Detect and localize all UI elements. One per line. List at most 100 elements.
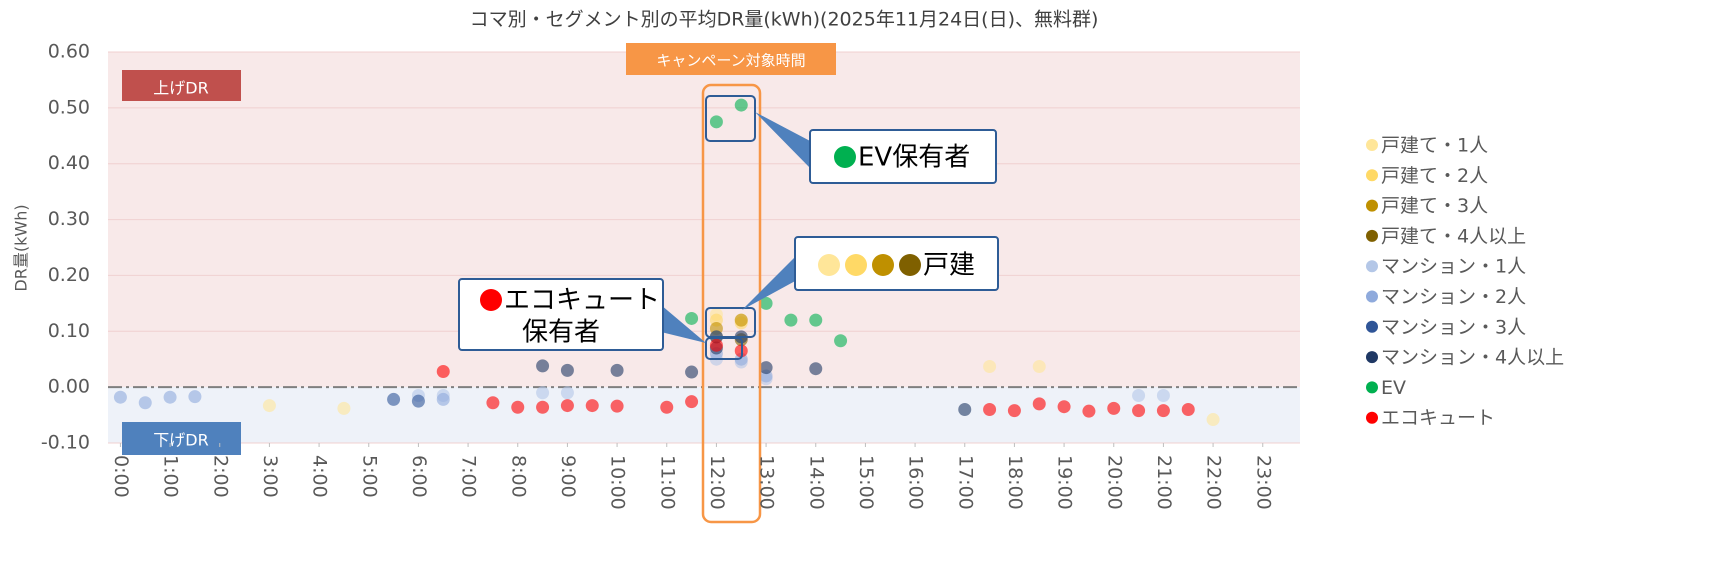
highlight-box: [705, 95, 756, 142]
point: [983, 359, 997, 373]
down-dr-box: [122, 422, 241, 455]
legend: 戸建て・1人戸建て・2人戸建て・3人戸建て・4人以上マンション・1人マンション・…: [1366, 135, 1564, 429]
x-tick-label: 17:00: [954, 455, 976, 510]
callout-box: [458, 278, 664, 351]
point: [387, 392, 401, 406]
up-dr-box: [122, 70, 241, 101]
callout-dot: [834, 146, 856, 168]
callout-detached: 戸建: [923, 251, 975, 281]
point: [685, 395, 699, 409]
legend-label: マンション・1人: [1381, 256, 1526, 278]
point: [560, 399, 574, 413]
point: [337, 401, 351, 415]
callout-pointer: [661, 305, 706, 343]
callout-pointer: [742, 255, 797, 310]
x-tick-label: 3:00: [259, 455, 281, 498]
x-tick-label: 4:00: [309, 455, 331, 498]
legend-marker: [1366, 290, 1378, 303]
point: [759, 296, 773, 310]
point: [486, 396, 500, 410]
highlight-box: [705, 337, 743, 360]
down-dr-label: 下げDR: [153, 431, 208, 450]
legend-marker: [1366, 260, 1378, 273]
x-tick-label: 8:00: [507, 455, 529, 498]
x-tick-label: 19:00: [1054, 455, 1076, 510]
point: [734, 98, 748, 112]
x-tick-label: 6:00: [408, 455, 430, 498]
legend-marker: [1366, 169, 1378, 182]
x-tick-label: 11:00: [656, 455, 678, 510]
legend-label: 戸建て・1人: [1381, 135, 1488, 157]
point: [709, 338, 723, 352]
x-tick-label: 9:00: [557, 455, 579, 498]
point: [188, 390, 202, 404]
x-tick-label: 20:00: [1103, 455, 1125, 510]
x-tick-label: 7:00: [458, 455, 480, 498]
y-tick-label: 0.20: [48, 264, 90, 286]
up-dr-label: 上げDR: [153, 79, 208, 98]
legend-marker: [1366, 411, 1378, 424]
point: [685, 365, 699, 379]
point: [536, 386, 550, 400]
point: [958, 402, 972, 416]
point: [1181, 402, 1195, 416]
point: [138, 396, 152, 410]
point: [1057, 400, 1071, 414]
y-tick-label: 0.10: [48, 320, 90, 342]
point: [585, 399, 599, 413]
x-tick-label: 2:00: [209, 455, 231, 498]
legend-marker: [1366, 351, 1378, 364]
point: [1032, 397, 1046, 411]
chart-title: コマ別・セグメント別の平均DR量(kWh)(2025年11月24日(日)、無料群…: [470, 9, 1099, 31]
callout-dot: [480, 289, 502, 311]
point: [809, 313, 823, 327]
point: [610, 399, 624, 413]
legend-label: EV: [1381, 377, 1406, 399]
point: [1156, 389, 1170, 403]
callout-pointer: [755, 112, 812, 170]
legend-label: 戸建て・2人: [1381, 165, 1488, 187]
legend-label: 戸建て・3人: [1381, 195, 1488, 217]
point: [560, 386, 574, 400]
point: [1007, 404, 1021, 418]
callout-box: [809, 129, 997, 184]
point: [436, 392, 450, 406]
point: [1132, 404, 1146, 418]
point: [560, 363, 574, 377]
y-axis-label: DR量(kWh): [12, 204, 31, 291]
callout-dot: [899, 254, 921, 276]
legend-label: マンション・2人: [1381, 286, 1526, 308]
x-tick-label: 16:00: [905, 455, 927, 510]
callout-box: [794, 236, 999, 291]
legend-marker: [1366, 320, 1378, 333]
legend-marker: [1366, 199, 1378, 212]
point: [1082, 404, 1096, 418]
x-tick-label: 18:00: [1004, 455, 1026, 510]
point: [536, 400, 550, 414]
point: [1107, 401, 1121, 415]
x-tick-label: 22:00: [1203, 455, 1225, 510]
point: [1206, 413, 1220, 427]
callout-dot: [845, 254, 867, 276]
point: [660, 400, 674, 414]
point: [1132, 389, 1146, 403]
callout-dot: [818, 254, 840, 276]
campaign-box: [626, 43, 836, 75]
legend-label: マンション・4人以上: [1381, 347, 1564, 369]
legend-marker: [1366, 139, 1378, 151]
point: [610, 363, 624, 377]
point: [536, 359, 550, 373]
point: [784, 313, 798, 327]
x-tick-label: 0:00: [110, 455, 132, 498]
point: [734, 313, 748, 327]
point: [262, 399, 276, 413]
legend-marker: [1366, 229, 1378, 242]
y-tick-label: 0.60: [48, 41, 90, 63]
point: [759, 361, 773, 375]
point: [163, 390, 177, 404]
legend-label: エコキュート: [1381, 407, 1495, 429]
legend-label: 戸建て・4人以上: [1381, 225, 1526, 247]
point: [1032, 359, 1046, 373]
point: [1156, 404, 1170, 418]
